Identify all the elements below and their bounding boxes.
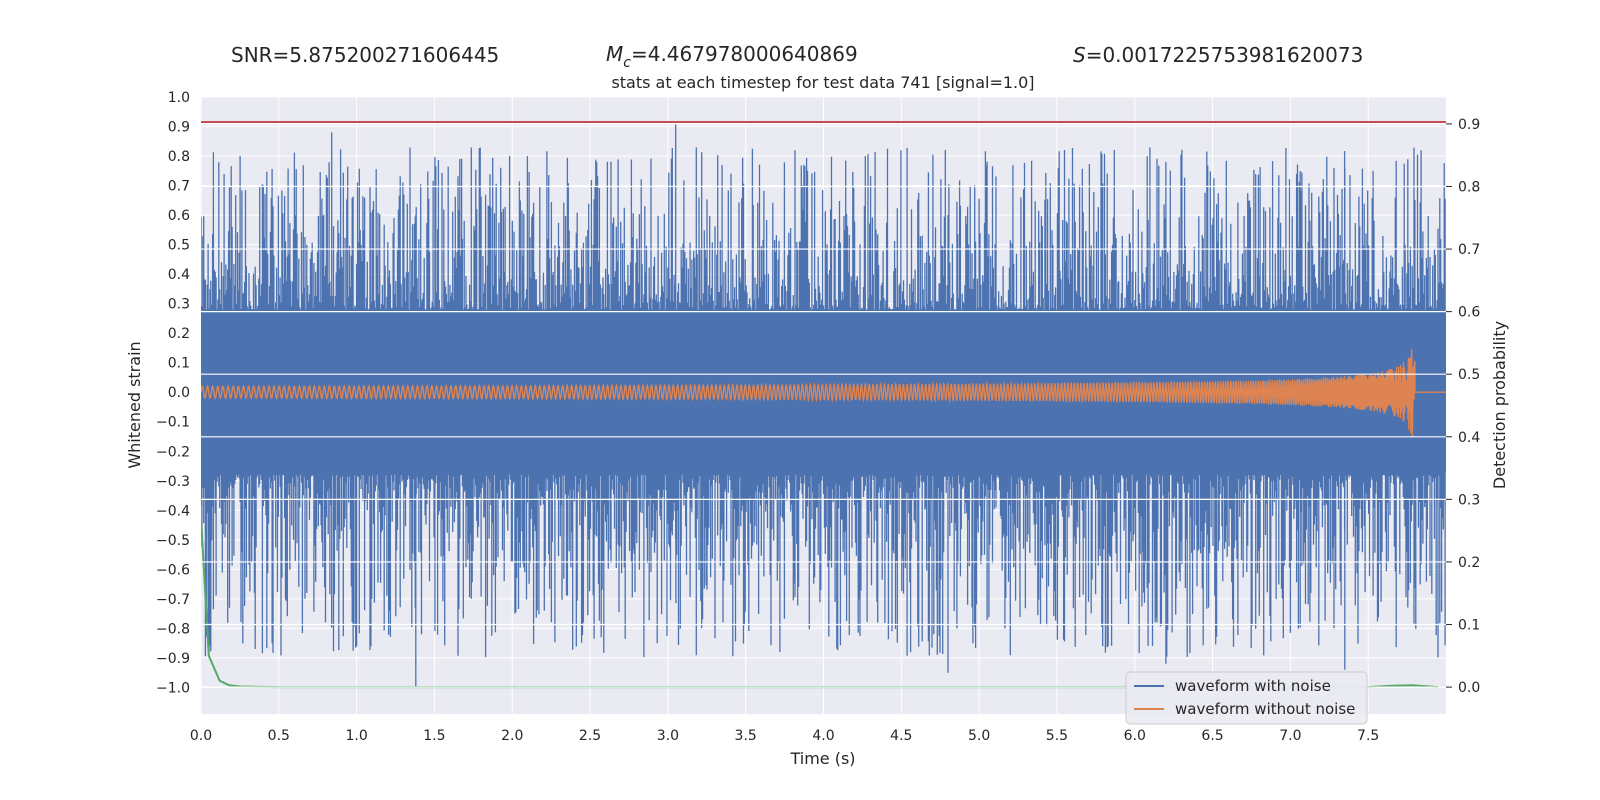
y-tick-label: −0.8 <box>156 621 190 637</box>
y2-tick-label: 0.2 <box>1458 555 1480 571</box>
y-tick-label: −0.1 <box>156 415 190 431</box>
s-symbol: S <box>1073 43 1086 67</box>
x-tick-label: 7.0 <box>1279 728 1301 744</box>
series-waveform-without-noise <box>201 349 1446 438</box>
grid-right-overlay <box>201 123 1446 688</box>
snr-label: SNR=5.875200271606445 <box>231 43 499 67</box>
s-label: S=0.0017225753981620073 <box>1073 43 1363 67</box>
y-tick-label: −1.0 <box>156 680 190 696</box>
y-tick-labels: 1.0 0.9 0.8 0.7 0.6 0.5 0.4 0.3 0.2 0.1 0.0 −0.1 −0.… <box>156 90 190 696</box>
x-tick-label: 5.0 <box>968 728 990 744</box>
chart-title: stats at each timestep for test data 741… <box>611 73 1034 92</box>
y2-tick-labels: 0.9 0.8 0.7 0.6 0.5 0.4 0.3 0.2 0.1 0.0 <box>1446 117 1480 696</box>
legend: waveform with noise waveform without noi… <box>1125 671 1368 725</box>
legend-label-clean: waveform without noise <box>1175 700 1355 718</box>
y-tick-label: 0.5 <box>168 238 190 254</box>
y2-tick-label: 0.7 <box>1458 242 1480 258</box>
y-tick-label: 0.9 <box>168 120 190 136</box>
y-tick-label: −0.5 <box>156 533 190 549</box>
y2-tick-label: 0.9 <box>1458 117 1480 133</box>
y2-tick-label: 0.1 <box>1458 618 1480 634</box>
y2-tick-label: 0.4 <box>1458 430 1480 446</box>
y2-axis-label: Detection probability <box>1490 321 1509 489</box>
x-axis-label: Time (s) <box>789 749 855 768</box>
y-tick-label: 0.6 <box>168 208 190 224</box>
x-tick-label: 6.5 <box>1201 728 1223 744</box>
y2-tick-label: 0.5 <box>1458 367 1480 383</box>
y-tick-label: −0.7 <box>156 592 190 608</box>
s-value: =0.0017225753981620073 <box>1086 43 1364 67</box>
x-tick-label: 3.5 <box>735 728 757 744</box>
x-tick-label: 1.5 <box>423 728 445 744</box>
x-tick-label: 7.5 <box>1357 728 1379 744</box>
chirp-line <box>201 349 1446 438</box>
x-tick-labels: 0.0 0.5 1.0 1.5 2.0 2.5 3.0 3.5 4.0 4.5 5.0 5.5 6.0 6… <box>190 728 1379 744</box>
x-tick-label: 5.5 <box>1046 728 1068 744</box>
x-tick-label: 3.0 <box>657 728 679 744</box>
y-tick-label: 0.8 <box>168 149 190 165</box>
chirp-mass-subscript: c <box>623 55 631 71</box>
x-tick-label: 0.0 <box>190 728 212 744</box>
x-tick-label: 2.0 <box>501 728 523 744</box>
y2-tick-label: 0.0 <box>1458 680 1480 696</box>
chirp-mass-label: Mc=4.467978000640869 <box>606 42 858 71</box>
y-tick-label: 0.1 <box>168 356 190 372</box>
x-tick-label: 1.0 <box>345 728 367 744</box>
y-tick-label: 1.0 <box>168 90 190 106</box>
y-tick-label: −0.6 <box>156 562 190 578</box>
y-tick-label: −0.9 <box>156 651 190 667</box>
y-tick-label: −0.3 <box>156 474 190 490</box>
x-tick-label: 6.0 <box>1124 728 1146 744</box>
chirp-mass-value: =4.467978000640869 <box>631 42 858 66</box>
y-tick-label: 0.2 <box>168 326 190 342</box>
y-tick-label: −0.2 <box>156 444 190 460</box>
legend-label-noise: waveform with noise <box>1175 677 1331 695</box>
y2-tick-label: 0.8 <box>1458 179 1480 195</box>
legend-box <box>1125 671 1368 725</box>
y-axis-label: Whitened strain <box>125 341 144 468</box>
y-tick-label: −0.4 <box>156 503 190 519</box>
y-tick-label: 0.7 <box>168 179 190 195</box>
x-tick-label: 4.5 <box>890 728 912 744</box>
y-tick-label: 0.4 <box>168 267 190 283</box>
chirp-mass-symbol: M <box>606 42 623 66</box>
y-tick-label: 0.0 <box>168 385 190 401</box>
y-tick-label: 0.3 <box>168 297 190 313</box>
x-tick-label: 2.5 <box>579 728 601 744</box>
x-tick-label: 4.0 <box>812 728 834 744</box>
y2-tick-label: 0.3 <box>1458 492 1480 508</box>
x-tick-label: 0.5 <box>268 728 290 744</box>
y2-tick-label: 0.6 <box>1458 305 1480 321</box>
